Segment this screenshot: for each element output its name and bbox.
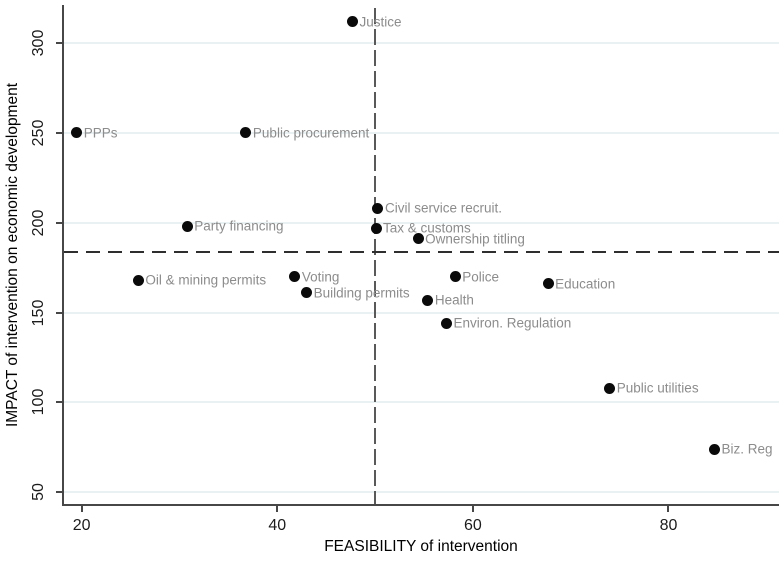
y-tick-label: 300 <box>30 29 47 57</box>
y-tick-label: 200 <box>30 209 47 237</box>
y-tick-label: 250 <box>30 119 47 147</box>
data-point-label: Health <box>434 292 474 308</box>
data-point-dot <box>440 317 452 329</box>
data-point-dot <box>449 271 461 283</box>
x-tick <box>80 506 83 512</box>
data-point-label: Tax & customs <box>383 220 471 236</box>
data-point-label: Police <box>462 269 500 285</box>
data-point-dot <box>422 294 434 306</box>
data-point-dot <box>240 127 252 139</box>
gridline <box>64 131 779 134</box>
ref-line-vertical <box>374 8 377 504</box>
gridline <box>64 311 779 314</box>
gridline <box>64 401 779 404</box>
data-point-label: Environ. Regulation <box>453 315 572 331</box>
data-point-dot <box>372 202 384 214</box>
ref-line-horizontal <box>64 251 779 253</box>
data-point-dot <box>708 443 720 455</box>
y-tick-label: 150 <box>30 299 47 326</box>
y-tick-label: 50 <box>30 483 47 502</box>
x-tick-label: 40 <box>268 517 287 534</box>
data-point-label: Party financing <box>194 218 284 234</box>
data-point-label: Public procurement <box>252 125 370 141</box>
data-point-dot <box>71 127 83 139</box>
data-point-dot <box>347 16 359 28</box>
x-tick-label: 60 <box>463 517 482 534</box>
y-tick <box>56 221 62 224</box>
gridline <box>64 491 779 494</box>
y-tick <box>56 491 62 494</box>
data-point-label: Voting <box>301 269 340 285</box>
data-point-label: Public utilities <box>616 380 699 396</box>
data-point-dot <box>289 271 301 283</box>
data-point-label: Building permits <box>313 285 410 301</box>
data-point-label: PPPs <box>83 125 118 141</box>
data-point-dot <box>181 220 193 232</box>
x-axis-title: FEASIBILITY of intervention <box>324 538 518 555</box>
data-point-label: Civil service recruit. <box>384 200 502 216</box>
data-point-dot <box>412 233 424 245</box>
data-point-dot <box>604 382 616 394</box>
y-tick <box>56 401 62 404</box>
y-axis-title: IMPACT of intervention on economic devel… <box>4 82 21 428</box>
x-axis-line <box>62 504 779 506</box>
data-point-dot <box>542 278 554 290</box>
data-point-dot <box>132 274 144 286</box>
data-point-dot <box>301 287 313 299</box>
data-point-label: Oil & mining permits <box>145 272 267 288</box>
data-point-dot <box>370 222 382 234</box>
x-tick <box>667 506 670 512</box>
x-tick <box>276 506 279 512</box>
data-point-label: Justice <box>359 14 402 30</box>
data-point-label: Ownership titling <box>425 231 525 247</box>
gridline <box>64 42 779 45</box>
y-axis-line <box>62 5 64 505</box>
data-point-label: Biz. Reg <box>721 441 773 457</box>
y-tick <box>56 42 62 45</box>
x-tick-label: 20 <box>72 517 91 534</box>
y-tick <box>56 131 62 134</box>
x-tick-label: 80 <box>659 517 678 534</box>
x-tick <box>471 506 474 512</box>
y-tick-label: 100 <box>30 389 47 416</box>
data-point-label: Education <box>555 276 616 292</box>
gridline <box>64 221 779 224</box>
y-tick <box>56 311 62 314</box>
